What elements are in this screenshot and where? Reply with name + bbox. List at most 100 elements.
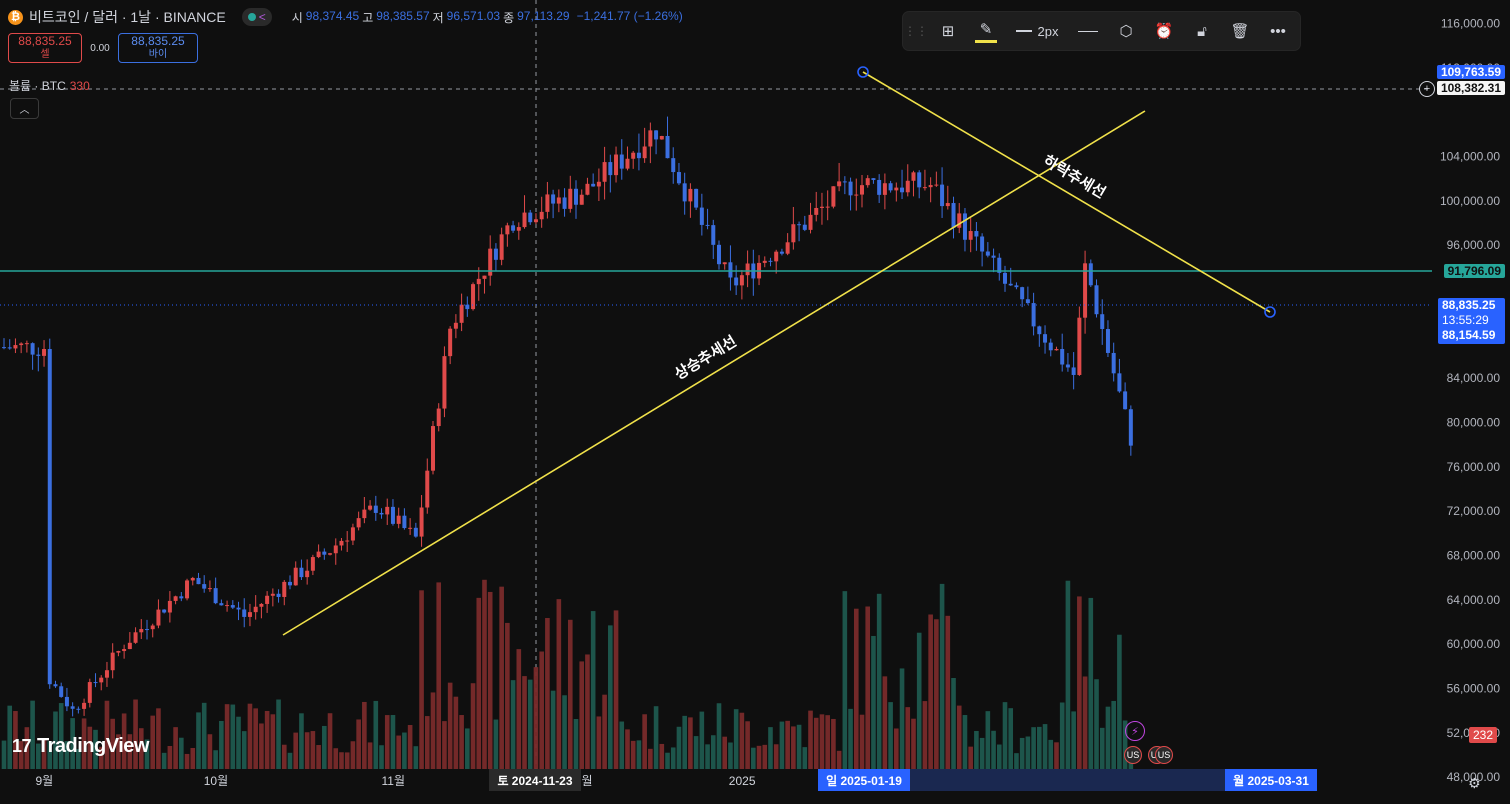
volume-bar xyxy=(310,731,316,769)
volume-bar xyxy=(968,746,973,769)
candle-body xyxy=(288,581,292,586)
trash-icon[interactable]: 🗑︎ xyxy=(1230,23,1250,40)
alert-icon[interactable]: ⏰ xyxy=(1154,23,1174,40)
volume-bar xyxy=(922,701,928,769)
candle-body xyxy=(1111,352,1116,374)
candle-body xyxy=(482,275,487,279)
candle-body xyxy=(614,154,619,176)
line-style-button[interactable] xyxy=(1069,12,1107,50)
candle-body xyxy=(551,194,556,204)
candle-body xyxy=(734,277,739,286)
tradingview-logo: 17 TradingView xyxy=(12,735,149,757)
candle-body xyxy=(30,343,35,355)
template-icon[interactable]: ⊞ xyxy=(941,23,955,40)
candle-body xyxy=(968,231,973,240)
candle-body xyxy=(179,596,184,599)
us-flag-event-icon[interactable]: US xyxy=(1124,746,1142,764)
candle-body xyxy=(24,343,29,345)
candle-body xyxy=(997,257,1002,273)
volume-bar xyxy=(819,714,825,769)
price-axis[interactable]: 116,000.00112,000.00104,000.00100,000.00… xyxy=(1440,17,1500,785)
drawing-toolbar: ⋮⋮ ⊞ ✎ 2px ⬡ ⏰ 🔓︎ 🗑︎ ••• xyxy=(903,12,1300,50)
candle-body xyxy=(562,197,567,209)
status-pill[interactable]: < xyxy=(241,8,272,26)
candle-body xyxy=(665,135,670,159)
gear-icon[interactable]: ⚙ xyxy=(1468,775,1481,791)
volume-bar xyxy=(716,703,722,769)
candle-body xyxy=(259,603,264,607)
level-price-tag: 91,796.09 xyxy=(1443,264,1505,278)
volume-bar xyxy=(459,715,464,769)
line-color-button[interactable]: ✎ xyxy=(967,12,1005,50)
volume-bar xyxy=(156,708,161,769)
volume-bar xyxy=(213,750,218,769)
time-axis-label: 월 xyxy=(581,774,592,788)
drag-handle-icon[interactable]: ⋮⋮ xyxy=(904,24,928,38)
candle-body xyxy=(619,154,624,169)
volume-bar xyxy=(138,728,144,769)
volume-bar xyxy=(270,714,276,769)
market-open-dot xyxy=(247,13,256,21)
volume-bar xyxy=(836,750,842,769)
price-axis-label: 76,000.00 xyxy=(1447,460,1501,474)
candle-body xyxy=(945,203,950,207)
time-axis-label: 11월 xyxy=(381,774,405,788)
volume-bar xyxy=(751,747,756,769)
candle-body xyxy=(116,651,121,653)
collapse-legend-button[interactable]: ︿ xyxy=(10,98,39,119)
candle-body xyxy=(413,527,418,537)
candle-body xyxy=(768,260,773,262)
volume-bar xyxy=(808,710,813,769)
candle-body xyxy=(42,348,47,356)
volume-bar xyxy=(476,597,482,769)
candle-body xyxy=(1094,285,1099,315)
us-flag-event-icon[interactable]: US xyxy=(1155,746,1173,764)
candle-body xyxy=(465,304,470,310)
uptrend-line[interactable] xyxy=(282,110,1146,636)
volume-bar xyxy=(184,753,190,769)
add-plus-icon[interactable]: + xyxy=(1419,81,1435,97)
volume-bar xyxy=(796,724,802,769)
candle-body xyxy=(1083,263,1088,318)
line-width-button[interactable]: 2px xyxy=(1005,12,1069,50)
share-icon: < xyxy=(258,10,266,24)
buy-button[interactable]: 88,835.25 바이 xyxy=(118,33,198,63)
volume-bar xyxy=(362,701,367,769)
candle-body xyxy=(396,515,401,524)
candle-body xyxy=(877,179,882,195)
volume-bar xyxy=(402,732,407,769)
volume-bar xyxy=(499,586,504,769)
candle-body xyxy=(1128,409,1133,446)
trend-handle-end[interactable] xyxy=(1264,306,1276,318)
candle-body xyxy=(579,194,584,205)
candle-body xyxy=(76,708,81,710)
settings-icon[interactable]: ⬡ xyxy=(1119,23,1133,40)
price-axis-label: 60,000.00 xyxy=(1447,637,1501,651)
candle-body xyxy=(36,354,41,356)
volume-bar xyxy=(87,726,93,769)
volume-bar xyxy=(144,739,150,769)
candle-body xyxy=(408,527,413,529)
candle-body xyxy=(162,609,167,613)
trend-handle-start[interactable] xyxy=(857,66,869,78)
downtrend-line[interactable] xyxy=(862,71,1271,313)
volume-bar xyxy=(996,744,1002,769)
candle-body xyxy=(711,225,716,245)
sell-button[interactable]: 88,835.25 셀 xyxy=(8,33,82,63)
candle-body xyxy=(7,347,12,349)
lightning-icon[interactable]: ⚡ xyxy=(1125,721,1145,741)
candle-body xyxy=(808,214,813,230)
candle-body xyxy=(699,207,704,225)
candle-body xyxy=(1077,317,1082,375)
symbol-title[interactable]: 비트코인 / 달러 · 1날 · BINANCE xyxy=(29,9,226,25)
volume-bar xyxy=(493,719,499,769)
candle-body xyxy=(1100,314,1105,329)
unlock-icon[interactable]: 🔓︎ xyxy=(1197,22,1207,40)
more-icon[interactable]: ••• xyxy=(1270,22,1286,40)
bitcoin-icon: ₿ xyxy=(8,9,23,25)
volume-bar xyxy=(304,732,310,769)
volume-bar xyxy=(648,748,653,769)
volume-bar xyxy=(64,741,70,769)
volume-bar xyxy=(1,740,7,769)
